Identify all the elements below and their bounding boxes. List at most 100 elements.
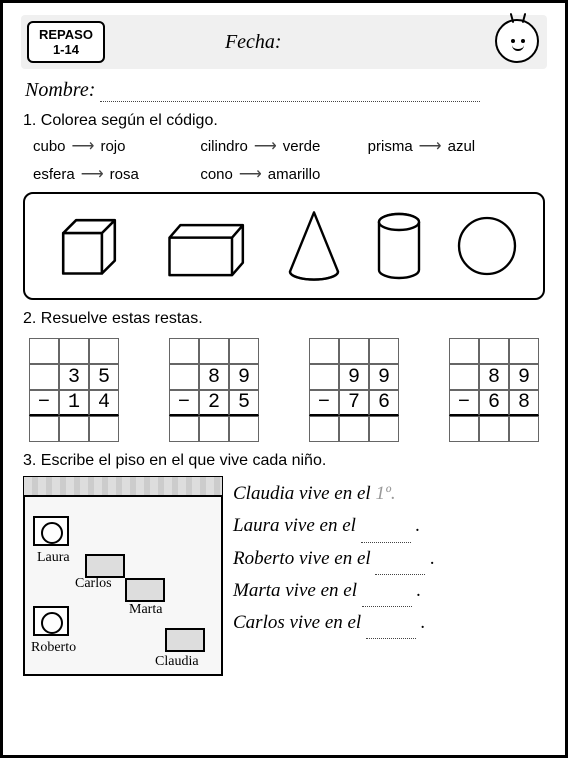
grid-cell[interactable] [339, 416, 369, 442]
sentence-tail: . [416, 612, 426, 633]
answer-blank[interactable] [375, 561, 425, 575]
answer-given: 1º. [375, 483, 395, 504]
q3-content: Laura Roberto Carlos Marta Claudia Claud… [23, 476, 545, 676]
fecha-label: Fecha: [225, 31, 282, 54]
step-claudia [165, 628, 205, 652]
label-marta: Marta [129, 602, 162, 618]
repaso-label: REPASO [39, 27, 93, 42]
arrow-icon: ⟶ [239, 164, 262, 184]
sentence: Laura vive en el . [233, 510, 545, 542]
grid-cell[interactable] [309, 416, 339, 442]
grid-cell[interactable] [369, 416, 399, 442]
color-code: cono ⟶ amarillo [200, 164, 367, 184]
grid-cell: 9 [369, 364, 399, 390]
sentence: Carlos vive en el . [233, 607, 545, 639]
subtraction-problem: 89−68 [449, 338, 539, 442]
sentences: Claudia vive en el 1º.Laura vive en el .… [233, 476, 545, 676]
grid-cell [169, 364, 199, 390]
color-code-list: cubo ⟶ rojo cilindro ⟶ verde prisma⟶azul esfera… [23, 136, 545, 192]
grid-cell[interactable] [169, 416, 199, 442]
subtraction-problem: 35−14 [29, 338, 119, 442]
window-roberto [33, 606, 69, 636]
shapes-box [23, 192, 545, 300]
color-name: verde [283, 138, 321, 155]
sentence-text: Claudia vive en el [233, 483, 375, 504]
shape-name: cilindro [200, 138, 248, 155]
q1-title: 1. Colorea según el código. [23, 112, 545, 130]
grid-cell [449, 364, 479, 390]
arrow-icon: ⟶ [72, 136, 95, 156]
color-name: rojo [100, 138, 125, 155]
window-laura [33, 516, 69, 546]
exercise-3: 3. Escribe el piso en el que vive cada n… [23, 452, 545, 676]
grid-cell: − [29, 390, 59, 416]
color-code: esfera ⟶ rosa [33, 164, 200, 184]
subtraction-row: 35−1489−2599−7689−68 [23, 334, 545, 442]
step-marta [125, 578, 165, 602]
answer-blank[interactable] [366, 625, 416, 639]
grid-cell: 8 [199, 364, 229, 390]
grid-cell [59, 338, 89, 364]
color-code: prisma⟶azul [368, 136, 535, 156]
grid-cell[interactable] [229, 416, 259, 442]
grid-cell: 8 [479, 364, 509, 390]
grid-cell: 9 [509, 364, 539, 390]
label-laura: Laura [37, 550, 70, 566]
grid-cell [229, 338, 259, 364]
sentence: Marta vive en el . [233, 575, 545, 607]
grid-cell [369, 338, 399, 364]
prism-icon [157, 203, 257, 289]
cube-icon [46, 203, 132, 289]
grid-cell[interactable] [199, 416, 229, 442]
sentence-text: Roberto vive en el [233, 548, 375, 569]
grid-cell: 9 [339, 364, 369, 390]
grid-cell [479, 338, 509, 364]
answer-blank[interactable] [361, 529, 411, 543]
grid-cell: 9 [229, 364, 259, 390]
arrow-icon: ⟶ [81, 164, 104, 184]
q3-title: 3. Escribe el piso en el que vive cada n… [23, 452, 545, 470]
exercise-1: 1. Colorea según el código. cubo ⟶ rojo cil… [23, 112, 545, 300]
grid-cell [199, 338, 229, 364]
grid-cell [29, 364, 59, 390]
label-claudia: Claudia [155, 654, 199, 670]
shape-name: cono [200, 166, 233, 183]
sentence-text: Carlos vive en el [233, 612, 366, 633]
sentence-tail: . [411, 515, 421, 536]
grid-cell: 3 [59, 364, 89, 390]
arrow-icon: ⟶ [254, 136, 277, 156]
grid-cell: − [449, 390, 479, 416]
repaso-range: 1-14 [39, 42, 93, 57]
color-name: amarillo [268, 166, 321, 183]
grid-cell: 4 [89, 390, 119, 416]
answer-blank[interactable] [362, 593, 412, 607]
color-code: cilindro ⟶ verde [200, 136, 367, 156]
nombre-field: Nombre: [25, 79, 547, 102]
grid-cell[interactable] [449, 416, 479, 442]
step-carlos [85, 554, 125, 578]
shape-name: cubo [33, 138, 66, 155]
color-code: cubo ⟶ rojo [33, 136, 200, 156]
nombre-line[interactable] [100, 88, 480, 102]
sentence: Claudia vive en el 1º. [233, 478, 545, 510]
subtraction-problem: 89−25 [169, 338, 259, 442]
roof [24, 477, 222, 497]
header: REPASO 1-14 Fecha: [21, 15, 547, 69]
color-name: rosa [110, 166, 139, 183]
grid-cell[interactable] [59, 416, 89, 442]
grid-cell[interactable] [509, 416, 539, 442]
grid-cell[interactable] [479, 416, 509, 442]
label-roberto: Roberto [31, 640, 76, 656]
sentence-tail: . [425, 548, 435, 569]
grid-cell [169, 338, 199, 364]
grid-cell[interactable] [89, 416, 119, 442]
grid-cell: 6 [479, 390, 509, 416]
worksheet-page: REPASO 1-14 Fecha: Nombre: 1. Colorea se… [0, 0, 568, 758]
grid-cell: 5 [89, 364, 119, 390]
grid-cell [339, 338, 369, 364]
grid-cell[interactable] [29, 416, 59, 442]
subtraction-problem: 99−76 [309, 338, 399, 442]
grid-cell [509, 338, 539, 364]
shape-name: esfera [33, 166, 75, 183]
color-name: azul [448, 138, 476, 155]
